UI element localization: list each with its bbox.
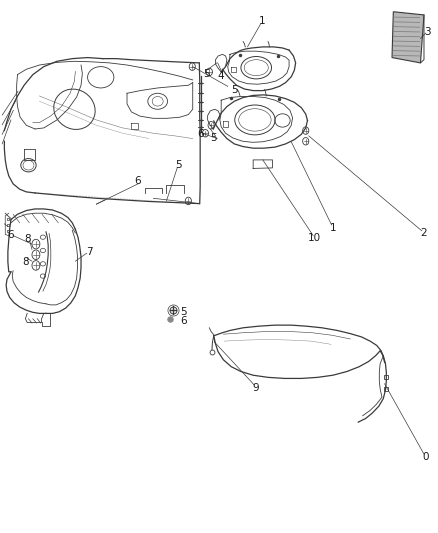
Text: 4: 4	[218, 71, 225, 80]
Text: 3: 3	[424, 27, 431, 37]
Text: 0: 0	[423, 452, 429, 462]
Text: 5: 5	[203, 69, 210, 78]
Text: 6: 6	[7, 230, 14, 239]
Text: 6: 6	[180, 316, 187, 326]
Text: 8: 8	[24, 234, 31, 244]
Text: 5: 5	[231, 85, 238, 94]
Text: 5: 5	[210, 133, 217, 142]
Text: 6: 6	[197, 130, 204, 139]
Text: 1: 1	[258, 17, 265, 26]
Text: 5: 5	[180, 308, 187, 317]
Text: 10: 10	[308, 233, 321, 243]
Text: 1: 1	[329, 223, 336, 232]
Text: 7: 7	[86, 247, 93, 256]
Polygon shape	[392, 12, 424, 63]
Text: 2: 2	[420, 228, 427, 238]
Text: 9: 9	[252, 383, 259, 393]
Text: 5: 5	[175, 160, 182, 170]
Text: 6: 6	[134, 176, 141, 186]
Text: 8: 8	[22, 257, 29, 267]
